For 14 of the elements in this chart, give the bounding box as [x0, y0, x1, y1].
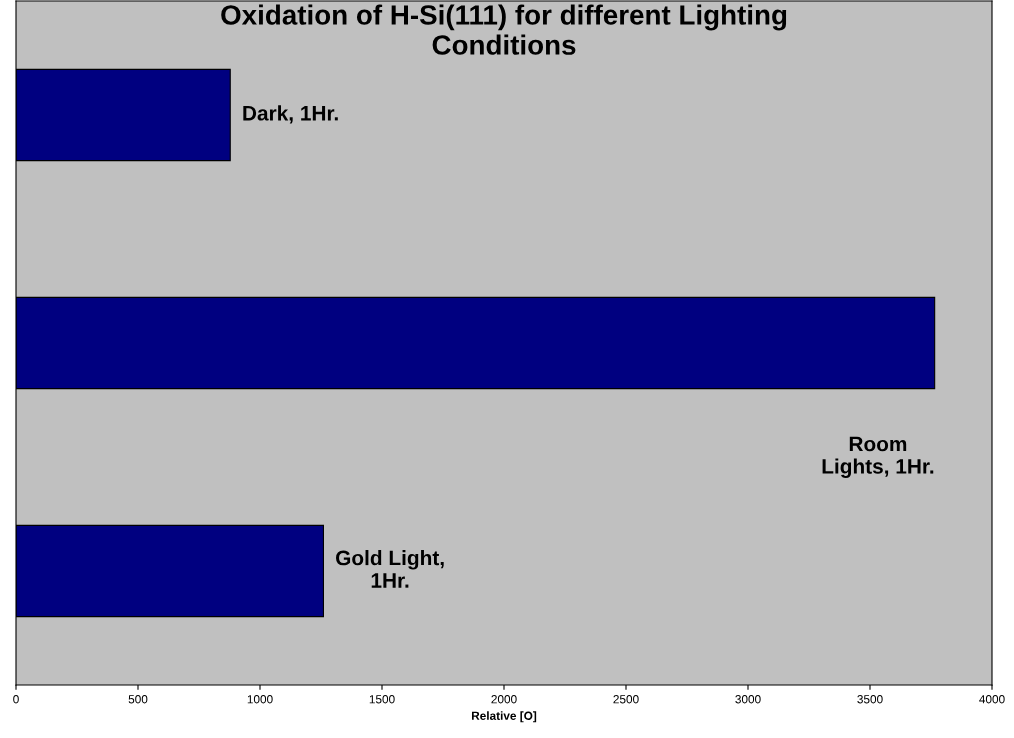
x-tick-label: 1500: [369, 695, 395, 704]
x-tick-label: 1000: [247, 695, 273, 704]
annotation: Gold Light, 1Hr.: [336, 550, 444, 588]
x-tick-label: 4000: [979, 695, 1005, 704]
text: Oxidation of H-Si(111) for different Lighting Conditions: [221, 4, 787, 55]
x-axis-title: Relative [O]: [471, 711, 537, 723]
annotation: Room Lights, 1Hr.: [822, 436, 934, 478]
x-tick-label: 0: [13, 695, 19, 704]
annotation: Dark, 1Hr.: [243, 105, 338, 124]
x-tick-label: 2000: [491, 695, 517, 704]
x-tick-label: 3500: [857, 695, 883, 704]
x-tick-label: 500: [128, 695, 148, 704]
x-tick-label: 3000: [735, 695, 761, 704]
x-tick-label: 2500: [613, 695, 639, 704]
